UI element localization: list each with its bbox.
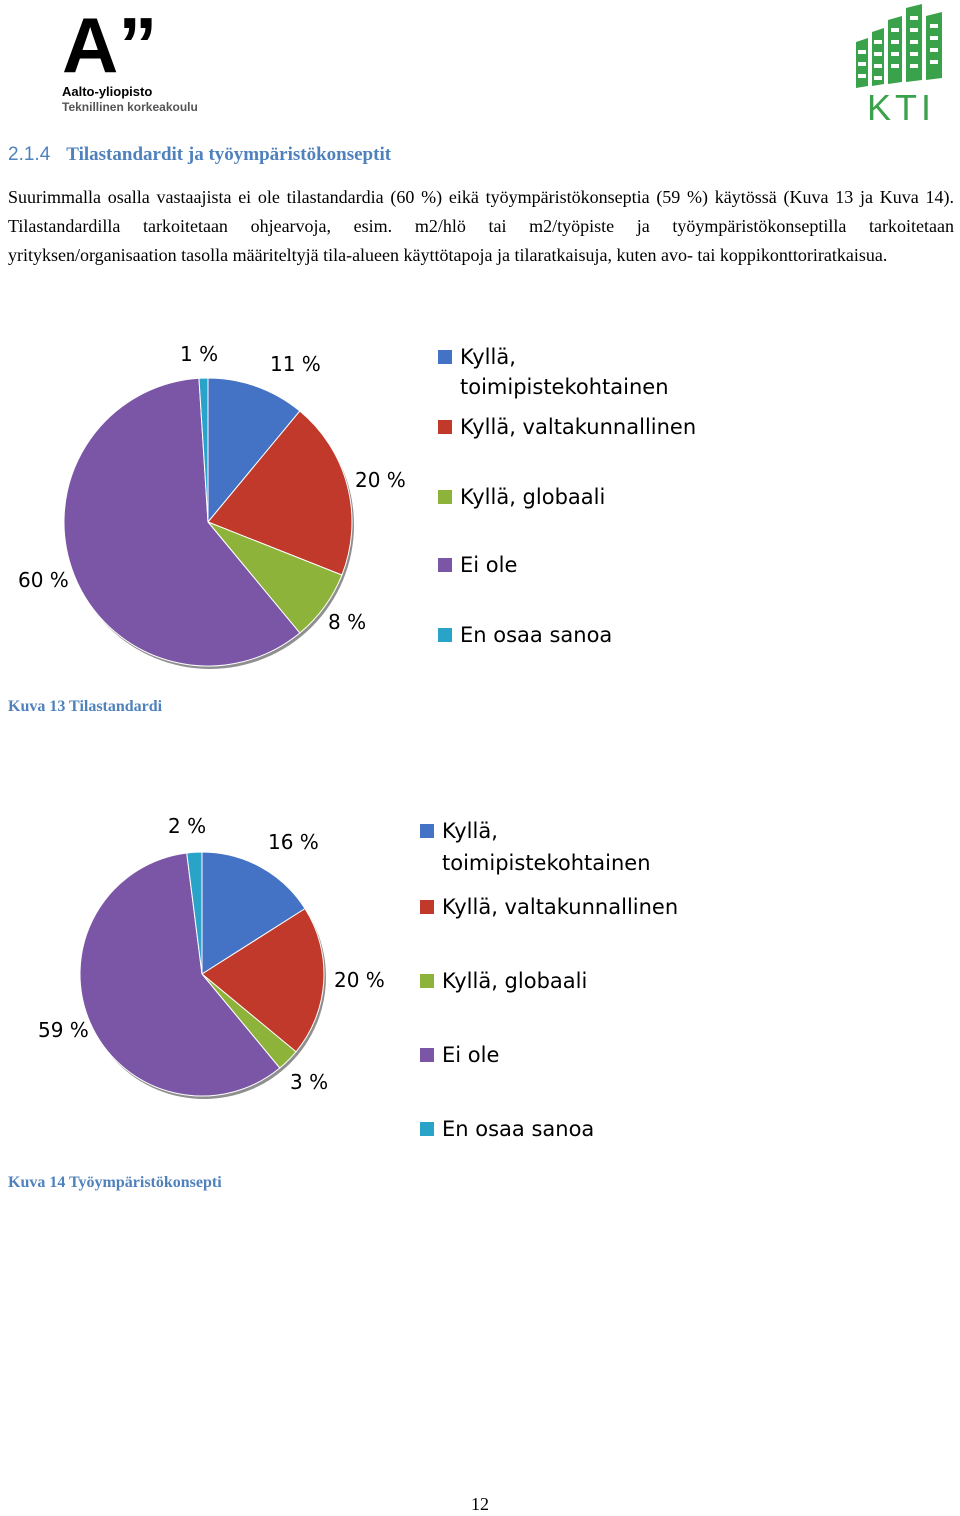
legend-label: Kyllä, globaali: [442, 969, 588, 993]
pie-data-label: 1 %: [180, 342, 219, 366]
aalto-logo-mark: A”: [62, 1, 158, 89]
pie-data-label: 2 %: [168, 814, 207, 838]
pie-chart-tyoymparistokonsepti: 16 % 20 % 3 % 59 % 2 % Kyllä, toimipistekohtai…: [0, 800, 960, 1160]
pie-chart-tilastandardi: 11 % 20 % 8 % 60 % 1 % Kyllä, toimipistekohtai…: [0, 330, 960, 670]
pie-data-label: 60 %: [18, 568, 69, 592]
legend-swatch: [438, 628, 452, 642]
pie-slice-4: [186, 851, 203, 975]
legend-label: En osaa sanoa: [442, 1117, 595, 1141]
pie-slice-4: [198, 377, 209, 523]
legend-label: toimipistekohtainen: [442, 851, 651, 875]
legend-label: En osaa sanoa: [460, 623, 613, 647]
legend-label: Ei ole: [460, 553, 518, 577]
kti-building-icon: [856, 4, 942, 88]
legend-label: Kyllä,: [442, 819, 498, 843]
pie-data-label: 16 %: [268, 830, 319, 854]
pie-data-label: 20 %: [334, 968, 385, 992]
section-number: 2.1.4: [8, 144, 51, 165]
legend-swatch: [438, 490, 452, 504]
pie-slice-3: [63, 377, 301, 667]
legend-label: Kyllä,: [460, 345, 516, 369]
pie-slice-3: [79, 852, 281, 1097]
pie-slice-0: [207, 377, 301, 524]
body-paragraph: Suurimmalla osalla vastaajista ei ole ti…: [8, 183, 954, 270]
pie-data-label: 3 %: [290, 1070, 329, 1094]
legend-swatch: [438, 558, 452, 572]
legend-swatch: [420, 1122, 434, 1136]
legend-label: Ei ole: [442, 1043, 500, 1067]
pie-data-label: 59 %: [38, 1018, 89, 1042]
paragraph-text: Suurimmalla osalla vastaajista ei ole ti…: [8, 187, 954, 265]
figure-caption-14: Kuva 14 Työympäristökonsepti: [8, 1174, 222, 1191]
aalto-logo: A” Aalto-yliopisto Teknillinen korkeakou…: [58, 6, 218, 115]
figure-caption-13: Kuva 13 Tilastandardi: [8, 698, 163, 715]
legend-label: toimipistekohtainen: [460, 375, 669, 399]
legend-label: Kyllä, valtakunnallinen: [460, 415, 697, 439]
legend-swatch: [420, 900, 434, 914]
legend-swatch: [438, 420, 452, 434]
legend-swatch: [420, 974, 434, 988]
pie-slice-0: [201, 851, 306, 975]
aalto-logo-name: Aalto-yliopisto: [62, 84, 153, 99]
pie-data-label: 11 %: [270, 352, 321, 376]
legend-label: Kyllä, globaali: [460, 485, 606, 509]
pie-slice-1: [207, 410, 353, 576]
aalto-logo-subtitle: Teknillinen korkeakoulu: [62, 100, 198, 114]
kti-logo-text: KTI: [866, 87, 935, 128]
pie-slice-1: [201, 907, 325, 1053]
section-heading: 2.1.4 Tilastandardit ja työympäristökonse…: [8, 144, 391, 166]
pie-svg: [79, 851, 326, 1099]
kti-logo: KTI: [850, 2, 952, 128]
page-number: 12: [471, 1494, 489, 1514]
legend-swatch: [420, 824, 434, 838]
legend-swatch: [438, 350, 452, 364]
pie-svg: [63, 377, 354, 669]
legend-swatch: [420, 1048, 434, 1062]
legend-label: Kyllä, valtakunnallinen: [442, 895, 679, 919]
pie-data-label: 20 %: [355, 468, 406, 492]
section-title: Tilastandardit ja työympäristökonseptit: [66, 144, 392, 165]
pie-data-label: 8 %: [328, 610, 367, 634]
